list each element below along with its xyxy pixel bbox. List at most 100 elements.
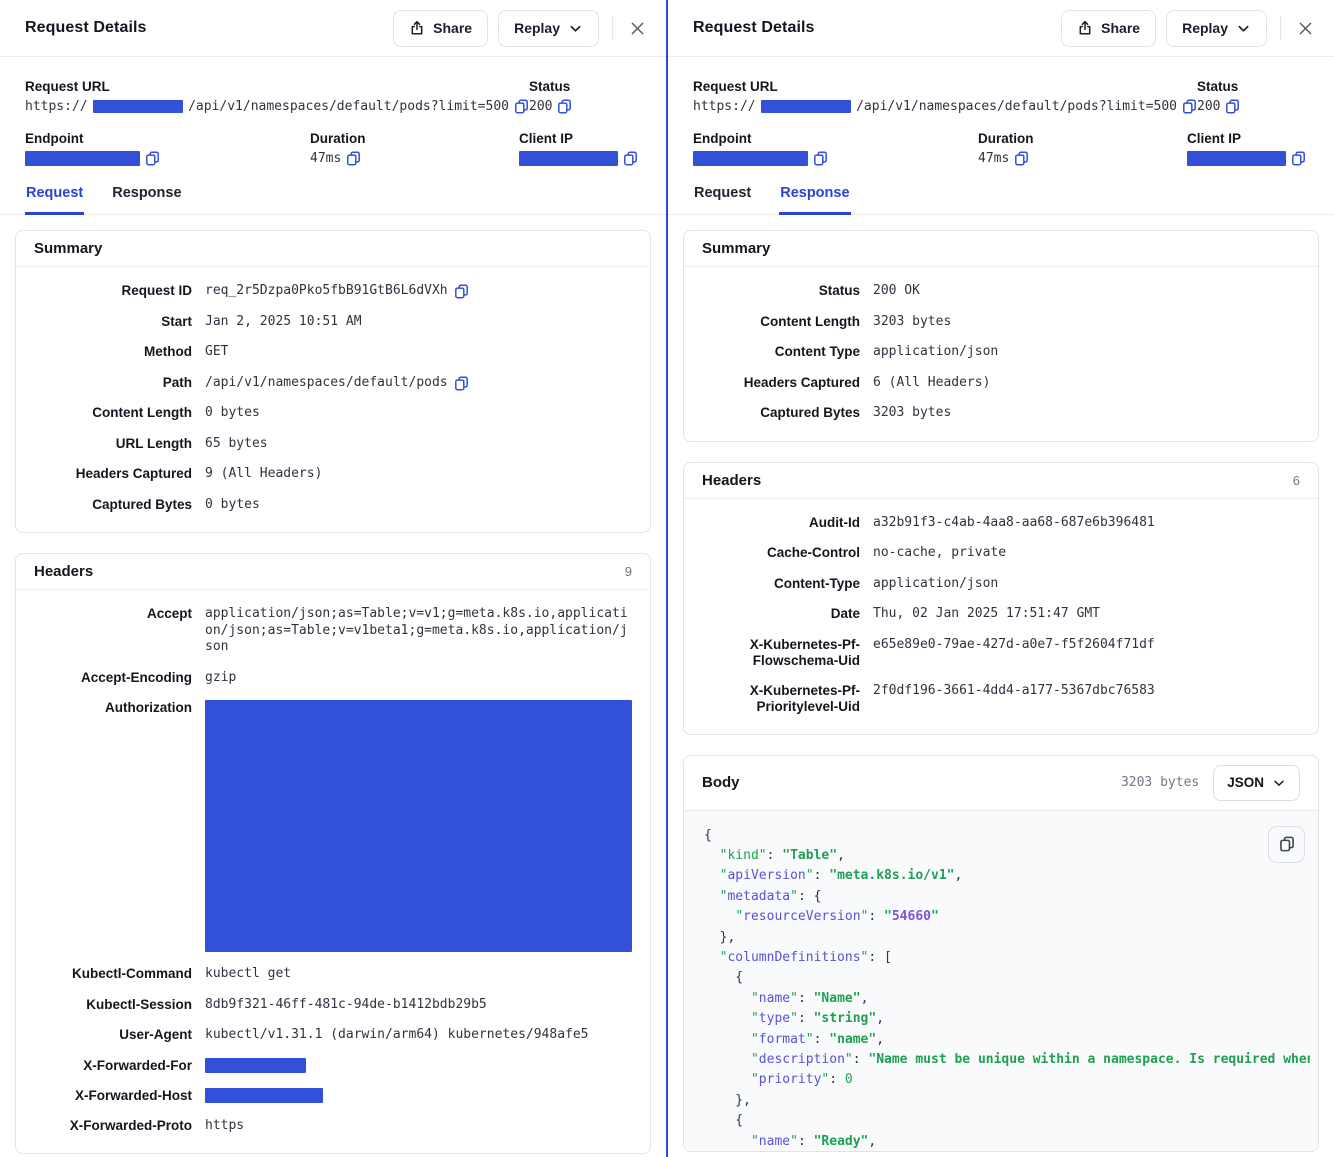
request-meta: Request URL https:// /api/v1/namespaces/d… [0,57,666,166]
share-button[interactable]: Share [393,9,489,47]
code-line: { [704,970,744,986]
field-value: no-cache, private [873,545,1007,560]
body-card: Body 3203 bytes JSON { "kind": "Table", … [683,754,1319,1152]
copy-icon[interactable] [813,151,828,166]
request-url-value: https:// /api/v1/namespaces/default/pods?… [693,99,1197,114]
header-row: User-Agent kubectl/v1.31.1 (darwin/arm64)… [34,1020,632,1051]
body-format-select[interactable]: JSON [1213,764,1300,801]
field-value: e65e89e0-79ae-427d-a0e7-f5f2604f71df [873,636,1155,652]
client-ip-value [519,151,641,166]
client-ip-value [1187,151,1309,166]
field-label: Content Type [774,344,860,359]
share-button[interactable]: Share [1061,9,1157,47]
summary-row: Content Length 0 bytes [34,398,632,429]
field-value: Jan 2, 2025 10:51 AM [205,313,362,329]
copy-body-button[interactable] [1268,825,1305,863]
endpoint-value [25,151,310,166]
panel-header: Request Details Share Replay [668,0,1334,57]
field-value: application/json [873,344,999,359]
field-value: Thu, 02 Jan 2025 17:51:47 GMT [873,606,1100,621]
redacted-host [760,100,852,113]
card-title: Headers [34,563,94,580]
field-value: 3203 bytes [873,405,952,420]
close-icon [629,20,646,37]
field-label: X-Forwarded-For [83,1057,192,1073]
request-details-panel-right: Request Details Share Replay Request URL… [668,0,1334,1157]
copy-icon[interactable] [1225,99,1240,114]
redacted-value [205,1087,323,1103]
copy-icon[interactable] [454,376,469,391]
replay-button[interactable]: Replay [498,9,599,47]
card-title: Body [702,774,740,791]
close-button[interactable] [1294,17,1316,39]
request-url-label: Request URL [25,79,110,94]
field-label: Content Length [92,405,192,420]
code-line: }, [704,929,736,945]
copy-icon[interactable] [1291,151,1306,166]
field-value: 2f0df196-3661-4dd4-a177-5367dbc76583 [873,682,1155,698]
card-title: Headers [702,471,762,489]
field-label: Date [830,606,860,621]
field-label: Content Length [760,313,860,329]
copy-icon[interactable] [557,99,572,114]
header-divider [612,15,613,41]
share-icon [1077,20,1093,36]
status-value: 200 [1197,99,1309,114]
summary-row: Captured Bytes 3203 bytes [702,398,1300,429]
copy-icon[interactable] [623,151,638,166]
field-label: Method [144,344,192,359]
close-button[interactable] [626,17,648,39]
copy-icon[interactable] [514,99,529,114]
field-value: 0 bytes [205,496,260,512]
field-value: req_2r5Dzpa0Pko5fbB91GtB6L6dVXh [205,283,632,300]
header-row: Kubectl-Session 8db9f321-46ff-481c-94de-b… [34,990,632,1021]
copy-icon[interactable] [346,151,361,166]
header-divider [1280,15,1281,41]
summary-card: Summary Request ID req_2r5Dzpa0Pko5fbB91G… [15,230,651,533]
copy-icon[interactable] [454,284,469,299]
duration-value: 47ms [978,151,1187,166]
replay-button-label: Replay [1182,20,1228,36]
header-row: Audit-Id a32b91f3-c4ab-4aa8-aa68-687e6b39… [702,508,1300,539]
tab-bar: Request Response [668,185,1334,215]
url-prefix: https:// [693,99,756,114]
redacted-value [205,1057,306,1073]
tab-response[interactable]: Response [779,185,851,215]
field-label: Audit-Id [809,514,860,530]
code-line: }, [704,1092,751,1108]
summary-row: Path/api/v1/namespaces/default/pods [34,368,632,399]
tab-request[interactable]: Request [694,185,752,201]
client-ip-label: Client IP [1187,131,1242,146]
field-label: Accept [146,606,192,621]
copy-icon [1279,836,1295,852]
summary-row: Headers Captured 9 (All Headers) [34,459,632,490]
copy-icon[interactable] [145,151,160,166]
copy-icon[interactable] [1182,99,1197,114]
request-url-value: https:// /api/v1/namespaces/default/pods?… [25,99,529,114]
tab-request[interactable]: Request [25,185,85,215]
headers-count-badge: 9 [624,564,632,579]
summary-row: URL Length 65 bytes [34,429,632,460]
field-value [205,1057,632,1073]
replay-button[interactable]: Replay [1166,9,1267,47]
field-value: application/json;as=Table;v=v1;g=meta.k8… [205,606,628,654]
panel-header: Request Details Share Replay [0,0,666,57]
field-value: application/json [873,575,999,591]
code-line: "columnDefinitions": [ [719,949,892,965]
redacted-host [92,100,184,113]
summary-row: Request ID req_2r5Dzpa0Pko5fbB91GtB6L6dVX… [34,276,632,307]
field-label: Captured Bytes [92,496,192,512]
field-label: X-Forwarded-Proto [69,1117,192,1133]
header-row: X-Kubernetes-Pf-Flowschema-Uid e65e89e0-7… [702,630,1300,676]
page-title: Request Details [693,19,815,36]
copy-icon[interactable] [1014,151,1029,166]
url-suffix: /api/v1/namespaces/default/pods?limit=50… [188,99,509,114]
field-label: Cache-Control [766,545,860,560]
field-label: Status [818,283,860,298]
field-label: X-Forwarded-Host [74,1087,192,1103]
tab-response[interactable]: Response [112,185,182,201]
headers-card: Headers 9 Accept application/json;as=Tabl… [15,553,651,1154]
summary-row: Headers Captured 6 (All Headers) [702,368,1300,399]
code-line: "description": "Name must be unique with… [750,1051,1310,1067]
redacted-endpoint [25,151,140,166]
